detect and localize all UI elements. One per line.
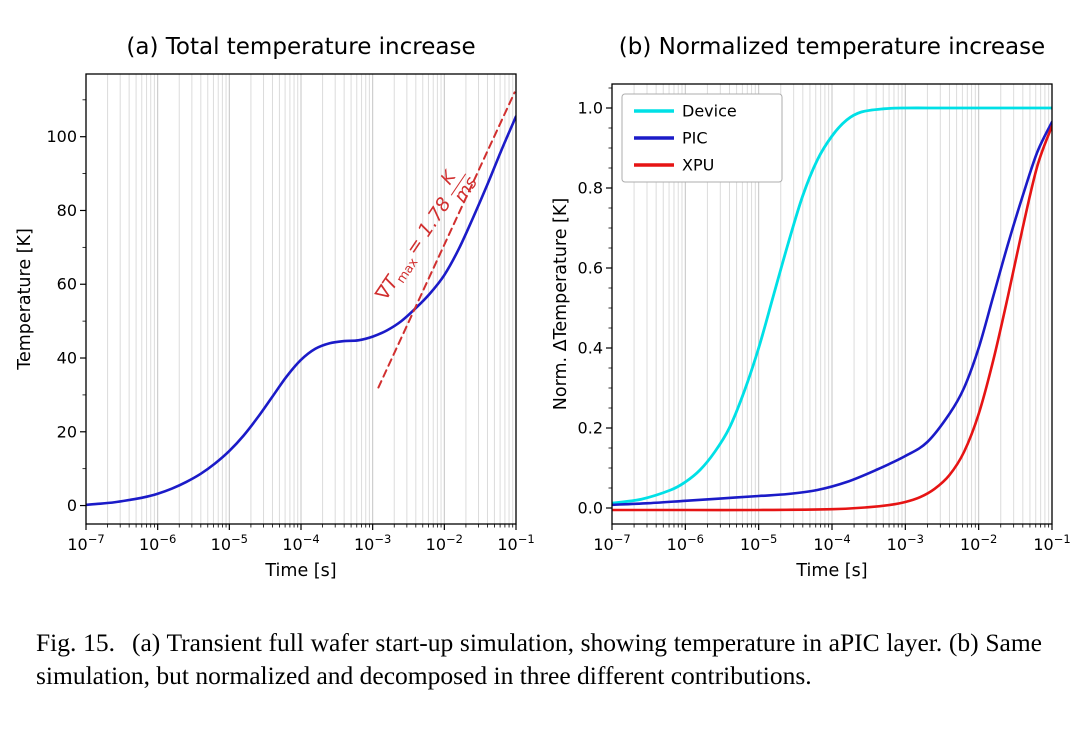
y-tick-label: 100 [46,127,77,146]
y-tick-label: 0.0 [578,499,603,518]
normalized-temperature-plot: 10−7 10−6 10−5 10−4 10−3 10−2 10−1 0.0 0.2 0.4 0.6… [551,34,1071,581]
x-tick-label: 10−6 [139,532,176,554]
y-tick-label: 0.6 [578,259,603,278]
x-tick-label: 10−3 [354,532,391,554]
x-tick-label: 10−7 [67,532,104,554]
legend-label-device: Device [682,102,737,121]
axis-ticks [80,99,517,530]
figure-caption: Fig. 15. (a) Transient full wafer start-u… [36,626,1042,693]
x-tick-label: 10−7 [593,532,630,554]
x-axis-label: Time [s] [795,561,867,581]
legend-label-xpu: XPU [682,156,714,175]
chart-normalized-temperature: 10−7 10−6 10−5 10−4 10−3 10−2 10−1 0.0 0.2 0.4 0.6… [548,12,1074,604]
y-tick-label: 0 [67,496,77,515]
axis-ticks [606,87,1053,530]
series-pic [612,120,1052,507]
chart-total-temperature: 10−7 10−6 10−5 10−4 10−3 10−2 10−1 0 20 40 60 80 100… [8,12,548,604]
y-tick-label: 80 [57,201,77,220]
series-device [612,106,1052,505]
x-tick-label: 10−1 [1033,532,1070,554]
series-group [612,106,1052,512]
charts-row: 10−7 10−6 10−5 10−4 10−3 10−2 10−1 0 20 40 60 80 100… [8,12,1074,604]
x-tick-label: 10−2 [960,532,997,554]
y-tick-label: 0.8 [578,179,603,198]
legend-label-pic: PIC [682,129,708,148]
x-tick-label: 10−4 [813,532,850,554]
chart-title: (a) Total temperature increase [126,34,475,60]
x-tick-label: 10−6 [667,532,704,554]
x-tick-label: 10−3 [887,532,924,554]
series-max-gradient-tangent [377,91,516,389]
x-tick-label: 10−1 [497,532,534,554]
y-tick-label: 1.0 [578,99,603,118]
caption-text: (a) Transient full wafer start-up simula… [36,628,1042,691]
series-temperature [86,115,516,507]
x-tick-label: 10−2 [426,532,463,554]
y-axis-label: Norm. ΔTemperature [K] [551,198,571,410]
y-axis-label: Temperature [K] [15,228,35,371]
y-tick-label: 40 [57,349,77,368]
series-group [86,91,516,507]
total-temperature-plot: 10−7 10−6 10−5 10−4 10−3 10−2 10−1 0 20 40 60 80 100… [15,34,535,581]
series-xpu [612,124,1052,512]
x-tick-label: 10−4 [282,532,319,554]
caption-label: Fig. 15. [36,628,115,657]
y-tick-label: 60 [57,275,77,294]
y-tick-label: 0.2 [578,419,603,438]
x-tick-label: 10−5 [740,532,777,554]
grid-lines [85,74,517,524]
legend-box [621,93,783,183]
x-tick-label: 10−5 [211,532,248,554]
chart-title: (b) Normalized temperature increase [619,34,1045,60]
y-tick-label: 20 [57,422,77,441]
x-axis-label: Time [s] [264,561,336,581]
y-tick-label: 0.4 [578,339,603,358]
